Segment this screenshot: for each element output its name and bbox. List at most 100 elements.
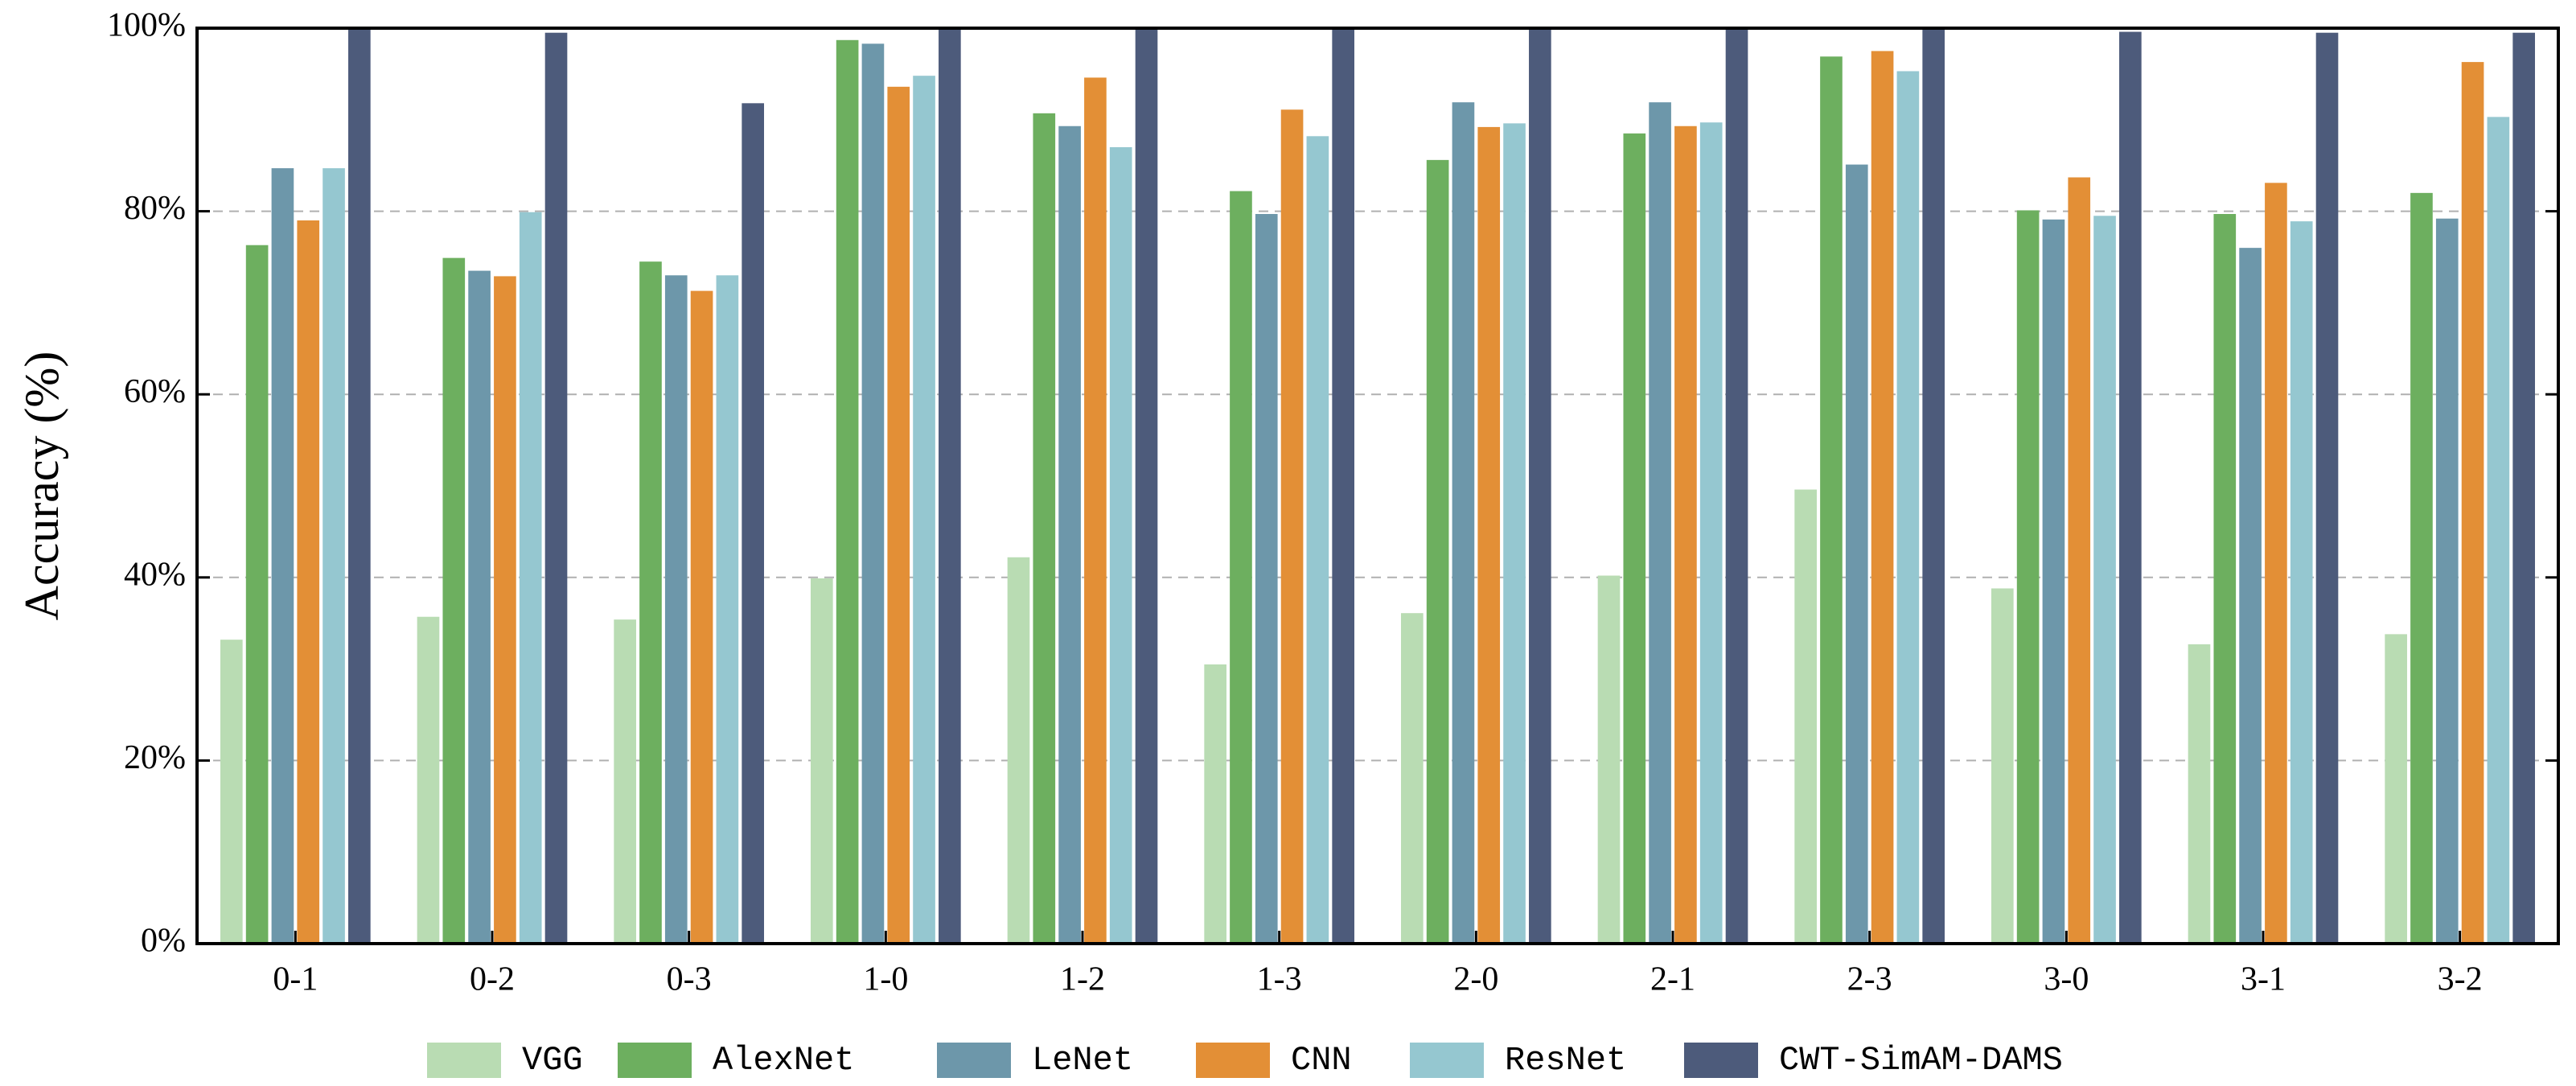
legend-swatch	[1410, 1043, 1484, 1078]
bar	[2290, 221, 2313, 944]
y-tick-label: 100%	[107, 7, 186, 44]
plot-frame	[195, 27, 2560, 945]
bar	[1204, 664, 1226, 944]
bar	[2487, 117, 2510, 944]
bar	[861, 43, 885, 944]
bar	[1820, 56, 1843, 944]
bar	[1871, 51, 1894, 944]
bar	[494, 276, 516, 944]
y-axis-label: Accuracy (%)	[15, 352, 68, 621]
bar	[245, 245, 269, 944]
bar	[271, 168, 294, 944]
bar	[2385, 634, 2407, 944]
bar	[1699, 122, 1723, 944]
bar	[2461, 62, 2484, 944]
bar	[297, 220, 320, 944]
bar	[1597, 575, 1621, 944]
bar	[836, 39, 859, 944]
bar	[2239, 248, 2262, 944]
x-tick-label: 1-2	[1060, 961, 1105, 998]
bar	[1503, 123, 1526, 944]
bar	[1922, 28, 1945, 944]
x-tick-label: 3-2	[2438, 961, 2483, 998]
bar	[1896, 71, 1920, 944]
bar	[2512, 32, 2536, 944]
bar	[1135, 28, 1158, 944]
bar	[1794, 489, 1817, 944]
bar	[1991, 588, 2014, 944]
bar	[468, 270, 491, 944]
bar	[1306, 136, 1329, 944]
y-tick-label: 60%	[124, 373, 186, 410]
bar	[913, 76, 935, 944]
x-tick-label: 0-2	[470, 961, 515, 998]
bar	[1845, 164, 1868, 944]
bar	[442, 257, 466, 944]
bar	[1452, 102, 1475, 944]
x-tick-label: 3-0	[2044, 961, 2089, 998]
bar	[544, 32, 568, 944]
bar	[1400, 613, 1424, 944]
legend-label: AlexNet	[713, 1041, 854, 1080]
bar	[220, 640, 243, 944]
legend-label: CWT-SimAM-DAMS	[1779, 1041, 2063, 1080]
x-tick-label: 2-0	[1453, 961, 1498, 998]
bar	[1007, 557, 1030, 944]
legend-swatch	[937, 1043, 1011, 1078]
x-tick-label: 2-1	[1650, 961, 1695, 998]
bar	[2315, 32, 2339, 944]
legend-label: VGG	[522, 1041, 583, 1080]
bar	[1674, 125, 1697, 944]
bar	[1058, 125, 1081, 944]
bar	[1529, 28, 1551, 944]
bar	[664, 275, 688, 944]
bar	[716, 275, 739, 944]
legend-swatch	[427, 1043, 501, 1078]
y-tick-label: 80%	[124, 190, 186, 227]
y-tick-label: 0%	[141, 923, 186, 960]
bar	[2016, 210, 2040, 944]
bar	[1477, 126, 1501, 944]
bar	[323, 168, 345, 944]
bar	[1084, 77, 1107, 944]
bar	[2119, 31, 2142, 944]
legend-label: ResNet	[1505, 1041, 1626, 1080]
bar	[810, 578, 833, 944]
y-tick-label: 20%	[124, 739, 186, 776]
bar	[2410, 192, 2433, 944]
y-tick-label: 40%	[124, 556, 186, 593]
bar	[2093, 216, 2116, 944]
x-tick-label: 1-3	[1257, 961, 1302, 998]
bar	[2265, 183, 2287, 944]
bar	[2435, 218, 2459, 944]
bar	[939, 28, 961, 944]
x-tick-label: 2-3	[1847, 961, 1892, 998]
legend-label: LeNet	[1032, 1041, 1133, 1080]
x-tick-label: 0-3	[667, 961, 712, 998]
bar	[519, 212, 542, 944]
bar	[1623, 133, 1646, 944]
bar	[2188, 644, 2211, 944]
bar	[1332, 28, 1355, 944]
bar	[639, 261, 662, 944]
bar	[742, 103, 765, 944]
x-tick-label: 3-1	[2241, 961, 2286, 998]
bar	[2213, 214, 2237, 944]
x-tick-label: 1-0	[863, 961, 908, 998]
bar	[1649, 102, 1671, 944]
bar	[2042, 219, 2065, 944]
bar	[1109, 146, 1132, 944]
bar	[348, 28, 371, 944]
x-tick-label: 0-1	[273, 961, 318, 998]
bar	[1725, 28, 1748, 944]
legend-swatch	[1196, 1043, 1270, 1078]
bar	[690, 290, 713, 944]
bar	[1426, 159, 1449, 944]
bar	[887, 86, 910, 944]
bar	[2068, 177, 2091, 944]
bar	[1230, 191, 1252, 944]
legend-swatch	[618, 1043, 692, 1078]
bar	[417, 616, 440, 944]
